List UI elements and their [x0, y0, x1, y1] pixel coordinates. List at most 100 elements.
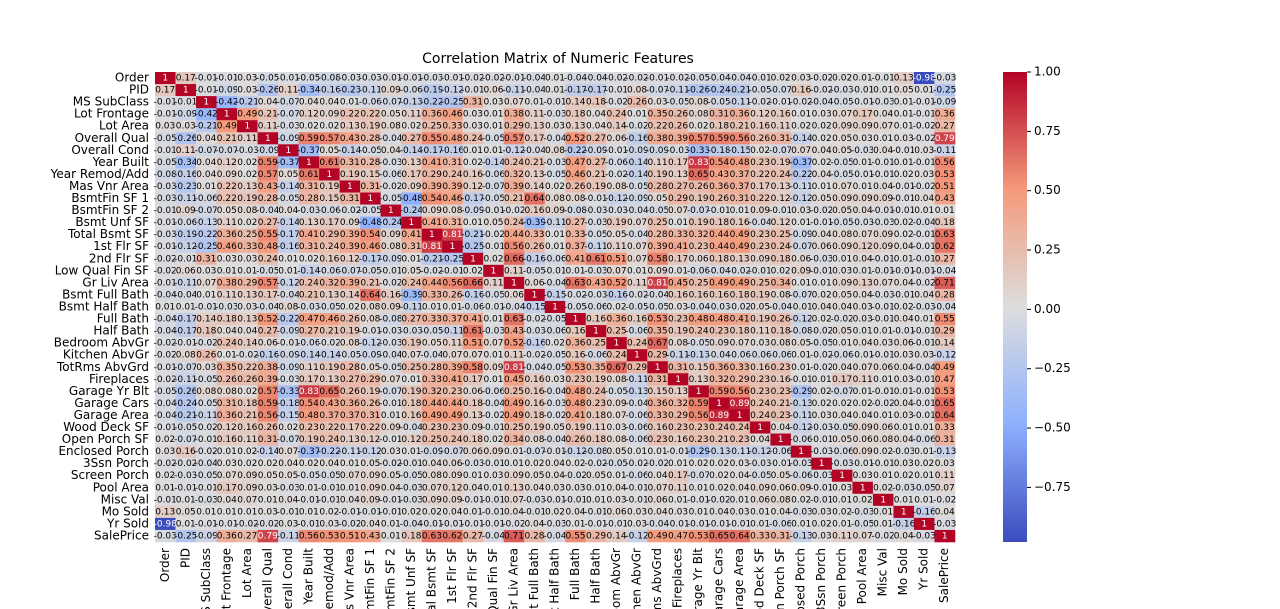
cell-label: 0.16: [771, 110, 791, 120]
cell-label: 0.33: [750, 531, 770, 541]
cell-label: 0.41: [565, 254, 585, 264]
cell-label: -0.09: [379, 254, 403, 264]
cell-label: 0.01: [155, 303, 175, 313]
cell-label: 0.09: [832, 122, 852, 132]
cell-label: -0.01: [605, 146, 628, 156]
heatmap-cell: [790, 108, 812, 121]
heatmap-cell: [893, 84, 915, 97]
cell-label: 0.25: [504, 387, 524, 397]
cell-label: 0.29: [627, 363, 647, 373]
heatmap-cell: [421, 156, 443, 169]
cell-label: 0.36: [607, 315, 627, 325]
cell-label: 0.23: [565, 375, 585, 385]
cell-label: -0.09: [933, 98, 957, 108]
cell-label: -0.05: [482, 290, 505, 300]
cell-label: 0.33: [730, 363, 750, 373]
cell-label: 0.07: [853, 531, 873, 541]
cell-label: -0.03: [584, 266, 607, 276]
cell-label: -0.03: [482, 327, 505, 337]
cell-label: -0.07: [277, 98, 300, 108]
cell-label: 0.36: [340, 399, 360, 409]
heatmap-cell: [934, 144, 956, 157]
cell-label: 1: [306, 158, 312, 168]
cell-label: -0.03: [543, 110, 566, 120]
cell-label: 0.28: [648, 230, 668, 240]
x-tick-label: Wood Deck SF: [753, 548, 767, 609]
cell-label: -0.03: [400, 495, 423, 505]
cell-label: 1: [819, 459, 825, 469]
cell-label: -0.01: [872, 303, 895, 313]
cell-label: -0.04: [400, 423, 424, 433]
cell-label: -0.04: [810, 98, 834, 108]
cell-label: 0.21: [237, 411, 257, 421]
cell-label: 0.16: [524, 399, 544, 409]
cell-label: 0.01: [894, 158, 914, 168]
cell-label: -0.01: [543, 98, 566, 108]
heatmap-cell: [462, 168, 484, 181]
heatmap-cell: [319, 120, 340, 133]
cell-label: 0.17: [176, 74, 196, 84]
cell-label: 1: [347, 182, 353, 192]
cell-label: 0.36: [709, 363, 729, 373]
cell-label: 0.05: [483, 218, 503, 228]
cell-label: 0.43: [709, 170, 729, 180]
cell-label: 0.01: [401, 254, 421, 264]
heatmap-cell: [155, 168, 176, 181]
cell-label: -0.01: [872, 158, 895, 168]
cell-label: -0.12: [359, 447, 382, 457]
heatmap-cell: [216, 108, 238, 121]
heatmap-cell: [934, 108, 956, 121]
cell-label: 0.25: [237, 230, 257, 240]
cell-label: 0.24: [709, 423, 729, 433]
cell-label: -0.26: [174, 387, 198, 397]
cell-label: 0.39: [422, 182, 442, 192]
cell-label: -0.06: [769, 519, 793, 529]
cell-label: 0.26: [565, 182, 585, 192]
cell-label: 0.29: [237, 278, 257, 288]
cell-label: 0.16: [524, 206, 544, 216]
cell-label: 0.08: [607, 182, 627, 192]
cell-label: 0.09: [791, 483, 811, 493]
cell-label: 0.02: [873, 483, 893, 493]
cell-label: 0.01: [483, 375, 503, 385]
cell-label: -0.05: [543, 363, 566, 373]
heatmap-cell: [544, 108, 566, 121]
cell-label: 0.32: [689, 230, 709, 240]
cell-label: 0.13: [689, 375, 709, 385]
cell-label: 0.07: [483, 339, 503, 349]
cell-label: 0.07: [217, 471, 237, 481]
heatmap-cell: [524, 72, 546, 85]
x-tick-label: Gr Liv Area: [506, 548, 520, 609]
cell-label: 0.53: [689, 531, 709, 541]
heatmap-cell: [606, 144, 628, 157]
cell-label: -0.26: [687, 86, 711, 96]
cell-label: -0.04: [379, 134, 403, 144]
cell-label: 0.43: [340, 134, 360, 144]
cell-label: -0.04: [379, 351, 403, 361]
cell-label: 0.16: [648, 423, 668, 433]
cell-label: 0.26: [237, 375, 257, 385]
cell-label: -0.01: [318, 483, 341, 493]
cell-label: 0.28: [258, 194, 278, 204]
cell-label: 0.01: [217, 266, 237, 276]
x-tick-label: 2nd Flr SF: [465, 548, 479, 608]
heatmap-cell: [483, 132, 505, 145]
heatmap-cell: [175, 84, 197, 97]
heatmap-cell: [790, 120, 812, 133]
heatmap-cell: [503, 84, 525, 97]
heatmap-cell: [298, 96, 320, 109]
cell-label: 0.01: [832, 339, 852, 349]
heatmap-cell: [544, 132, 566, 145]
heatmap-cell: [872, 132, 894, 145]
cell-label: 0.01: [873, 471, 893, 481]
cell-label: -0.05: [687, 74, 710, 84]
heatmap-cell: [647, 108, 669, 121]
cell-label: 0.19: [771, 158, 791, 168]
cell-label: 0.01: [217, 507, 237, 517]
cell-label: 0.65: [319, 387, 339, 397]
cell-label: 0.39: [340, 278, 360, 288]
cell-label: -0.07: [277, 110, 300, 120]
cell-label: 1: [798, 447, 804, 457]
cell-label: -0.98: [913, 74, 937, 84]
cell-label: -0.02: [810, 86, 833, 96]
